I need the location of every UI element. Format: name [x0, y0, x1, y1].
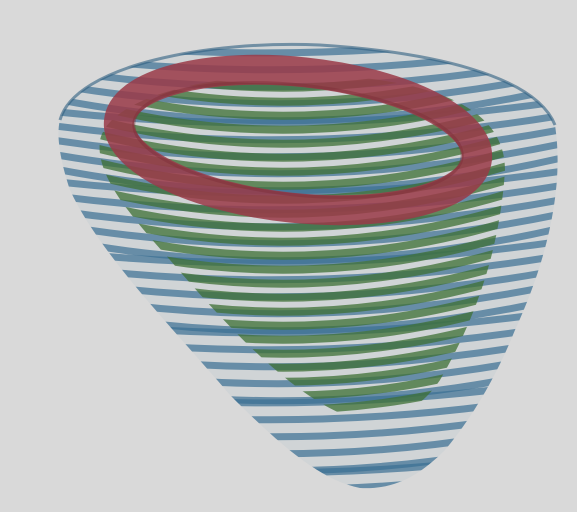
outer-fiber-band [58, 236, 558, 267]
top-ring [103, 54, 493, 226]
ventricle-rim [58, 42, 557, 126]
outer-fiber-band [40, 492, 570, 512]
outer-fiber-band [58, 44, 558, 57]
inner-fiber-band [99, 186, 505, 232]
inner-fiber-band [99, 74, 505, 92]
outer-fiber-band [58, 460, 558, 489]
top-ring-inner-edge [132, 81, 464, 199]
outer-fiber-band [58, 474, 558, 489]
